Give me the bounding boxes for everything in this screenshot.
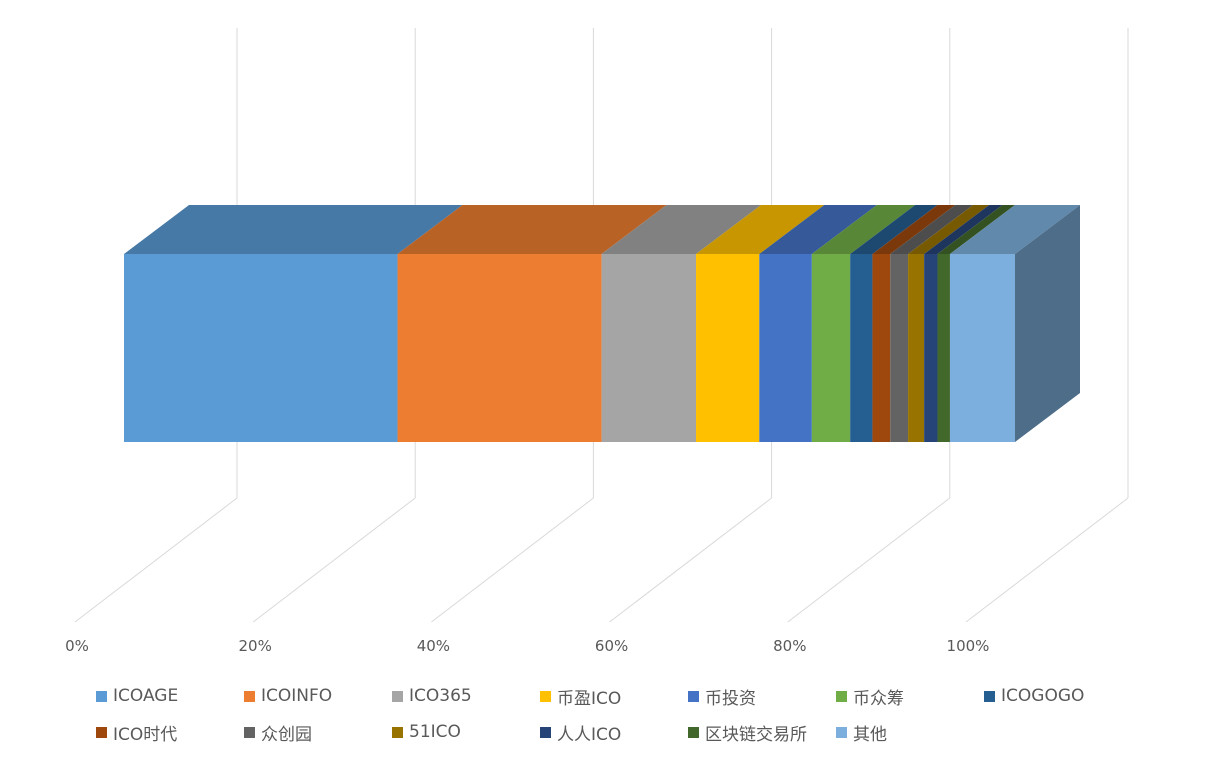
stacked-bar xyxy=(124,205,1080,442)
legend-swatch xyxy=(244,690,255,702)
legend-item: ICO365 xyxy=(392,686,540,706)
legend-swatch xyxy=(96,726,107,738)
legend-item: 众创园 xyxy=(244,720,392,745)
bar-segment xyxy=(937,254,950,442)
legend-label: ICOGOGO xyxy=(1001,686,1085,706)
legend-item: ICOINFO xyxy=(244,686,392,706)
legend: ICOAGE ICOINFO ICO365 币盈ICO 币投资 币众筹 ICOGOGO ICO… xyxy=(96,678,1136,750)
legend-item: ICOAGE xyxy=(96,686,244,706)
x-tick-label: 0% xyxy=(65,637,89,655)
x-axis-ticks: 0% 20% 40% 60% 80% 100% xyxy=(65,637,989,655)
legend-item: 币盈ICO xyxy=(540,684,688,709)
legend-label: 币投资 xyxy=(705,688,756,709)
legend-swatch xyxy=(540,690,551,702)
bar-segment-top xyxy=(890,205,974,254)
legend-item: 51ICO xyxy=(392,722,540,742)
legend-label: 其他 xyxy=(853,724,887,745)
legend-label: 人人ICO xyxy=(557,724,622,745)
legend-item: 币众筹 xyxy=(836,684,984,709)
gridline-floor xyxy=(74,497,238,623)
legend-label: 众创园 xyxy=(261,724,312,745)
bar-segment-top xyxy=(872,205,956,254)
legend-row: ICO时代 众创园 51ICO 人人ICO 区块链交易所 其他 xyxy=(96,714,1136,750)
legend-swatch xyxy=(984,690,995,702)
bar-segment-top xyxy=(601,205,762,254)
bar-segment-top xyxy=(811,205,916,254)
legend-item: 区块链交易所 xyxy=(688,720,836,745)
bar-segment xyxy=(872,254,891,442)
legend-item: 人人ICO xyxy=(540,720,688,745)
bar-segment-top xyxy=(937,205,1015,254)
gridline-floor xyxy=(609,497,772,623)
bar-segment xyxy=(811,254,851,442)
chart-plot: 0% 20% 40% 60% 80% 100% xyxy=(65,28,1129,655)
bar-segment xyxy=(850,254,873,442)
legend-swatch xyxy=(96,690,107,702)
bar-segment xyxy=(924,254,938,442)
legend-label: 51ICO xyxy=(409,722,461,742)
legend-item: ICO时代 xyxy=(96,720,244,745)
bar-segment-top xyxy=(908,205,990,254)
legend-label: ICOINFO xyxy=(261,686,333,706)
gridline-floor xyxy=(431,497,594,623)
x-tick-label: 100% xyxy=(947,637,990,655)
bar-segment-top xyxy=(924,205,1003,254)
legend-label: 区块链交易所 xyxy=(705,724,807,745)
bar-segment-top xyxy=(850,205,938,254)
legend-swatch xyxy=(244,726,255,738)
x-tick-label: 80% xyxy=(773,637,806,655)
bar-side-face xyxy=(1015,205,1080,442)
gridline-floor xyxy=(252,497,416,623)
bar-segment xyxy=(949,254,1015,442)
bar-segment-top xyxy=(696,205,825,254)
legend-label: 币众筹 xyxy=(853,688,904,709)
gridline-floor xyxy=(965,497,1129,623)
bar-segment xyxy=(601,254,697,442)
bar-segment-top xyxy=(759,205,877,254)
bar-segment xyxy=(908,254,925,442)
bar-segment-top xyxy=(397,205,667,254)
legend-item: 其他 xyxy=(836,720,984,745)
legend-swatch xyxy=(836,690,847,702)
legend-swatch xyxy=(540,726,551,738)
bar-segment xyxy=(696,254,760,442)
gridline-floor xyxy=(787,497,951,623)
legend-label: ICOAGE xyxy=(113,686,179,706)
bar-segment xyxy=(890,254,909,442)
legend-item: 币投资 xyxy=(688,684,836,709)
legend-label: ICO365 xyxy=(409,686,472,706)
legend-swatch xyxy=(392,690,403,702)
legend-label: 币盈ICO xyxy=(557,688,622,709)
x-tick-label: 40% xyxy=(417,637,450,655)
bar-segment-top xyxy=(124,205,463,254)
legend-row: ICOAGE ICOINFO ICO365 币盈ICO 币投资 币众筹 ICOGOGO xyxy=(96,678,1136,714)
legend-swatch xyxy=(688,690,699,702)
x-tick-label: 20% xyxy=(239,637,272,655)
x-tick-label: 60% xyxy=(595,637,628,655)
bar-segment xyxy=(124,254,398,442)
legend-label: ICO时代 xyxy=(113,724,178,745)
bar-segment xyxy=(759,254,812,442)
legend-swatch xyxy=(836,726,847,738)
legend-swatch xyxy=(392,726,403,738)
bar-segment-top xyxy=(949,205,1080,254)
legend-item: ICOGOGO xyxy=(984,686,1132,706)
bar-segment xyxy=(397,254,602,442)
legend-swatch xyxy=(688,726,699,738)
